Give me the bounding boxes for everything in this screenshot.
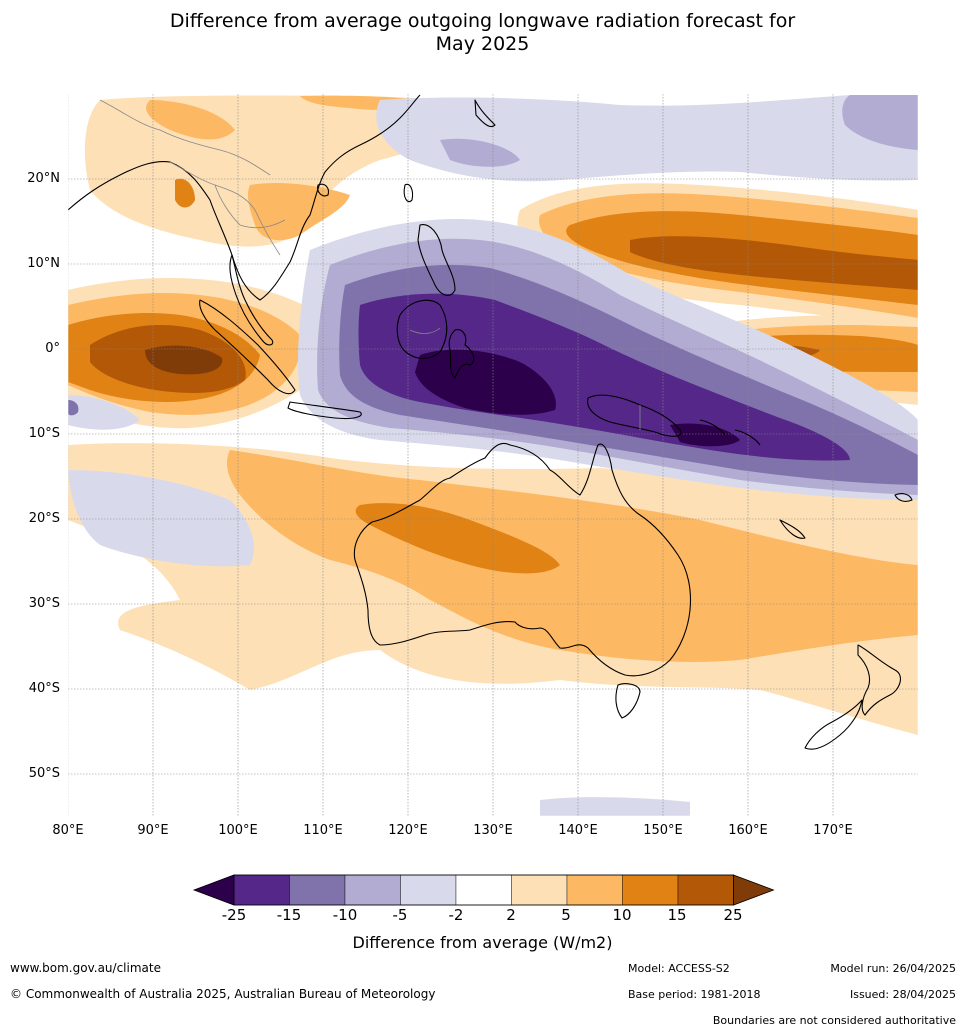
colorbar-swatch: [344, 874, 401, 906]
colorbar-label-15: 15: [667, 906, 687, 924]
colorbar-swatch: [566, 874, 623, 906]
contour-north-pacific-minus-2-5: [376, 95, 918, 182]
colorbar-swatch: [455, 874, 512, 906]
new-caledonia-coastline: [779, 519, 806, 539]
colorbar-extend-high: [733, 874, 775, 906]
contour-south-ocean-minus-2-5: [540, 797, 690, 816]
contour-south-indian-minus-2-5: [68, 470, 254, 567]
colorbar-label-10: 10: [612, 906, 632, 924]
contour-australia-5-10: [227, 450, 918, 662]
australia-coastline: [353, 442, 692, 677]
contour-indian-ocean-above-25: [145, 345, 223, 375]
indochina-borders: [169, 161, 286, 256]
contour-indian-ocean-minus-10-15: [68, 400, 79, 416]
lat-label-10n: 10°N: [27, 256, 60, 271]
sulawesi-coastline: [448, 329, 475, 379]
contour-north-pacific-minus-5-10: [440, 95, 918, 167]
contour-north-pacific-15-25: [630, 236, 918, 290]
new-zealand-north-coastline: [857, 644, 901, 716]
contour-maritime-continent-minus-15-25: [358, 293, 850, 461]
borneo-border: [409, 327, 441, 334]
issued-date: Issued: 28/04/2025: [849, 988, 956, 1001]
colorbar-label-minus-25: -25: [221, 906, 247, 924]
colorbar-swatch: [289, 874, 346, 906]
borneo-coastline: [396, 299, 448, 359]
title-line-1: Difference from average outgoing longwav…: [169, 10, 796, 32]
lon-label-90e: 90°E: [137, 823, 169, 838]
contour-indian-ocean-minus-2-5: [68, 395, 140, 430]
copyright-notice: © Commonwealth of Australia 2025, Austra…: [10, 987, 436, 1001]
lon-label-130e: 130°E: [473, 823, 513, 838]
lat-label-equator: 0°: [45, 341, 60, 356]
fiji-coastline: [894, 493, 913, 502]
coastlines: [68, 94, 913, 750]
colorbar-label-25: 25: [723, 906, 743, 924]
colorbar-label-minus-2: -2: [448, 906, 464, 924]
taiwan-coastline: [403, 183, 414, 203]
colorbar-label-minus-15: -15: [276, 906, 302, 924]
colorbar-swatch: [622, 874, 679, 906]
title-line-2: May 2025: [435, 33, 530, 55]
colorbar-boxes: [192, 874, 775, 906]
map-title: Difference from average outgoing longwav…: [0, 10, 965, 56]
asia-mainland-coastline: [68, 94, 421, 301]
country-borders: [99, 99, 641, 430]
lon-label-80e: 80°E: [52, 823, 84, 838]
contour-maritime-continent-below-minus-25: [415, 349, 740, 447]
contour-asia-10-15: [175, 178, 195, 208]
lat-label-40s: 40°S: [28, 681, 60, 696]
colorbar-extend-low: [192, 874, 235, 906]
tasmania-coastline: [615, 683, 641, 719]
colorbar-label-2: 2: [506, 906, 516, 924]
contour-australia-10-15: [355, 503, 560, 574]
olr-anomaly-map: [67, 93, 919, 817]
colorbar-swatch: [511, 874, 568, 906]
map-frame: [67, 93, 919, 817]
lat-label-10s: 10°S: [28, 426, 60, 441]
boundaries-disclaimer: Boundaries are not considered authoritat…: [712, 1014, 956, 1027]
malay-peninsula-coastline: [229, 254, 274, 346]
sumatra-coastline: [199, 299, 296, 395]
colorbar-label-5: 5: [561, 906, 571, 924]
contour-asia-5-10: [146, 95, 420, 241]
java-coastline: [287, 401, 362, 420]
lat-label-20s: 20°S: [28, 511, 60, 526]
philippines-coastline: [417, 224, 456, 296]
colorbar-label-minus-10: -10: [332, 906, 358, 924]
lon-label-150e: 150°E: [643, 823, 683, 838]
website-link[interactable]: www.bom.gov.au/climate: [10, 961, 161, 975]
colorbar-swatch: [677, 874, 734, 906]
new-guinea-coastline: [587, 394, 682, 437]
colorbar-swatch: [400, 874, 457, 906]
colorbar-swatch: [233, 874, 290, 906]
lat-label-20n: 20°N: [27, 171, 60, 186]
solomon-islands-coastline: [699, 419, 761, 446]
lat-label-30s: 30°S: [28, 596, 60, 611]
hainan-coastline: [317, 183, 329, 197]
china-border: [99, 99, 271, 176]
japan-coastline: [474, 99, 496, 128]
base-period: Base period: 1981-2018: [628, 988, 761, 1001]
anomaly-contours: [68, 95, 918, 816]
colorbar-outline: [233, 874, 734, 906]
lon-label-160e: 160°E: [728, 823, 768, 838]
new-zealand-south-coastline: [804, 699, 863, 750]
colorbar-label-minus-5: -5: [392, 906, 408, 924]
lon-label-110e: 110°E: [303, 823, 343, 838]
lat-label-50s: 50°S: [28, 766, 60, 781]
lon-label-100e: 100°E: [218, 823, 258, 838]
model-run-date: Model run: 26/04/2025: [830, 962, 956, 975]
lon-label-170e: 170°E: [813, 823, 853, 838]
lon-label-120e: 120°E: [388, 823, 428, 838]
model-name: Model: ACCESS-S2: [628, 962, 730, 975]
lat-lon-grid: [68, 94, 918, 816]
lon-label-140e: 140°E: [558, 823, 598, 838]
colorbar-title: Difference from average (W/m2): [352, 933, 613, 952]
